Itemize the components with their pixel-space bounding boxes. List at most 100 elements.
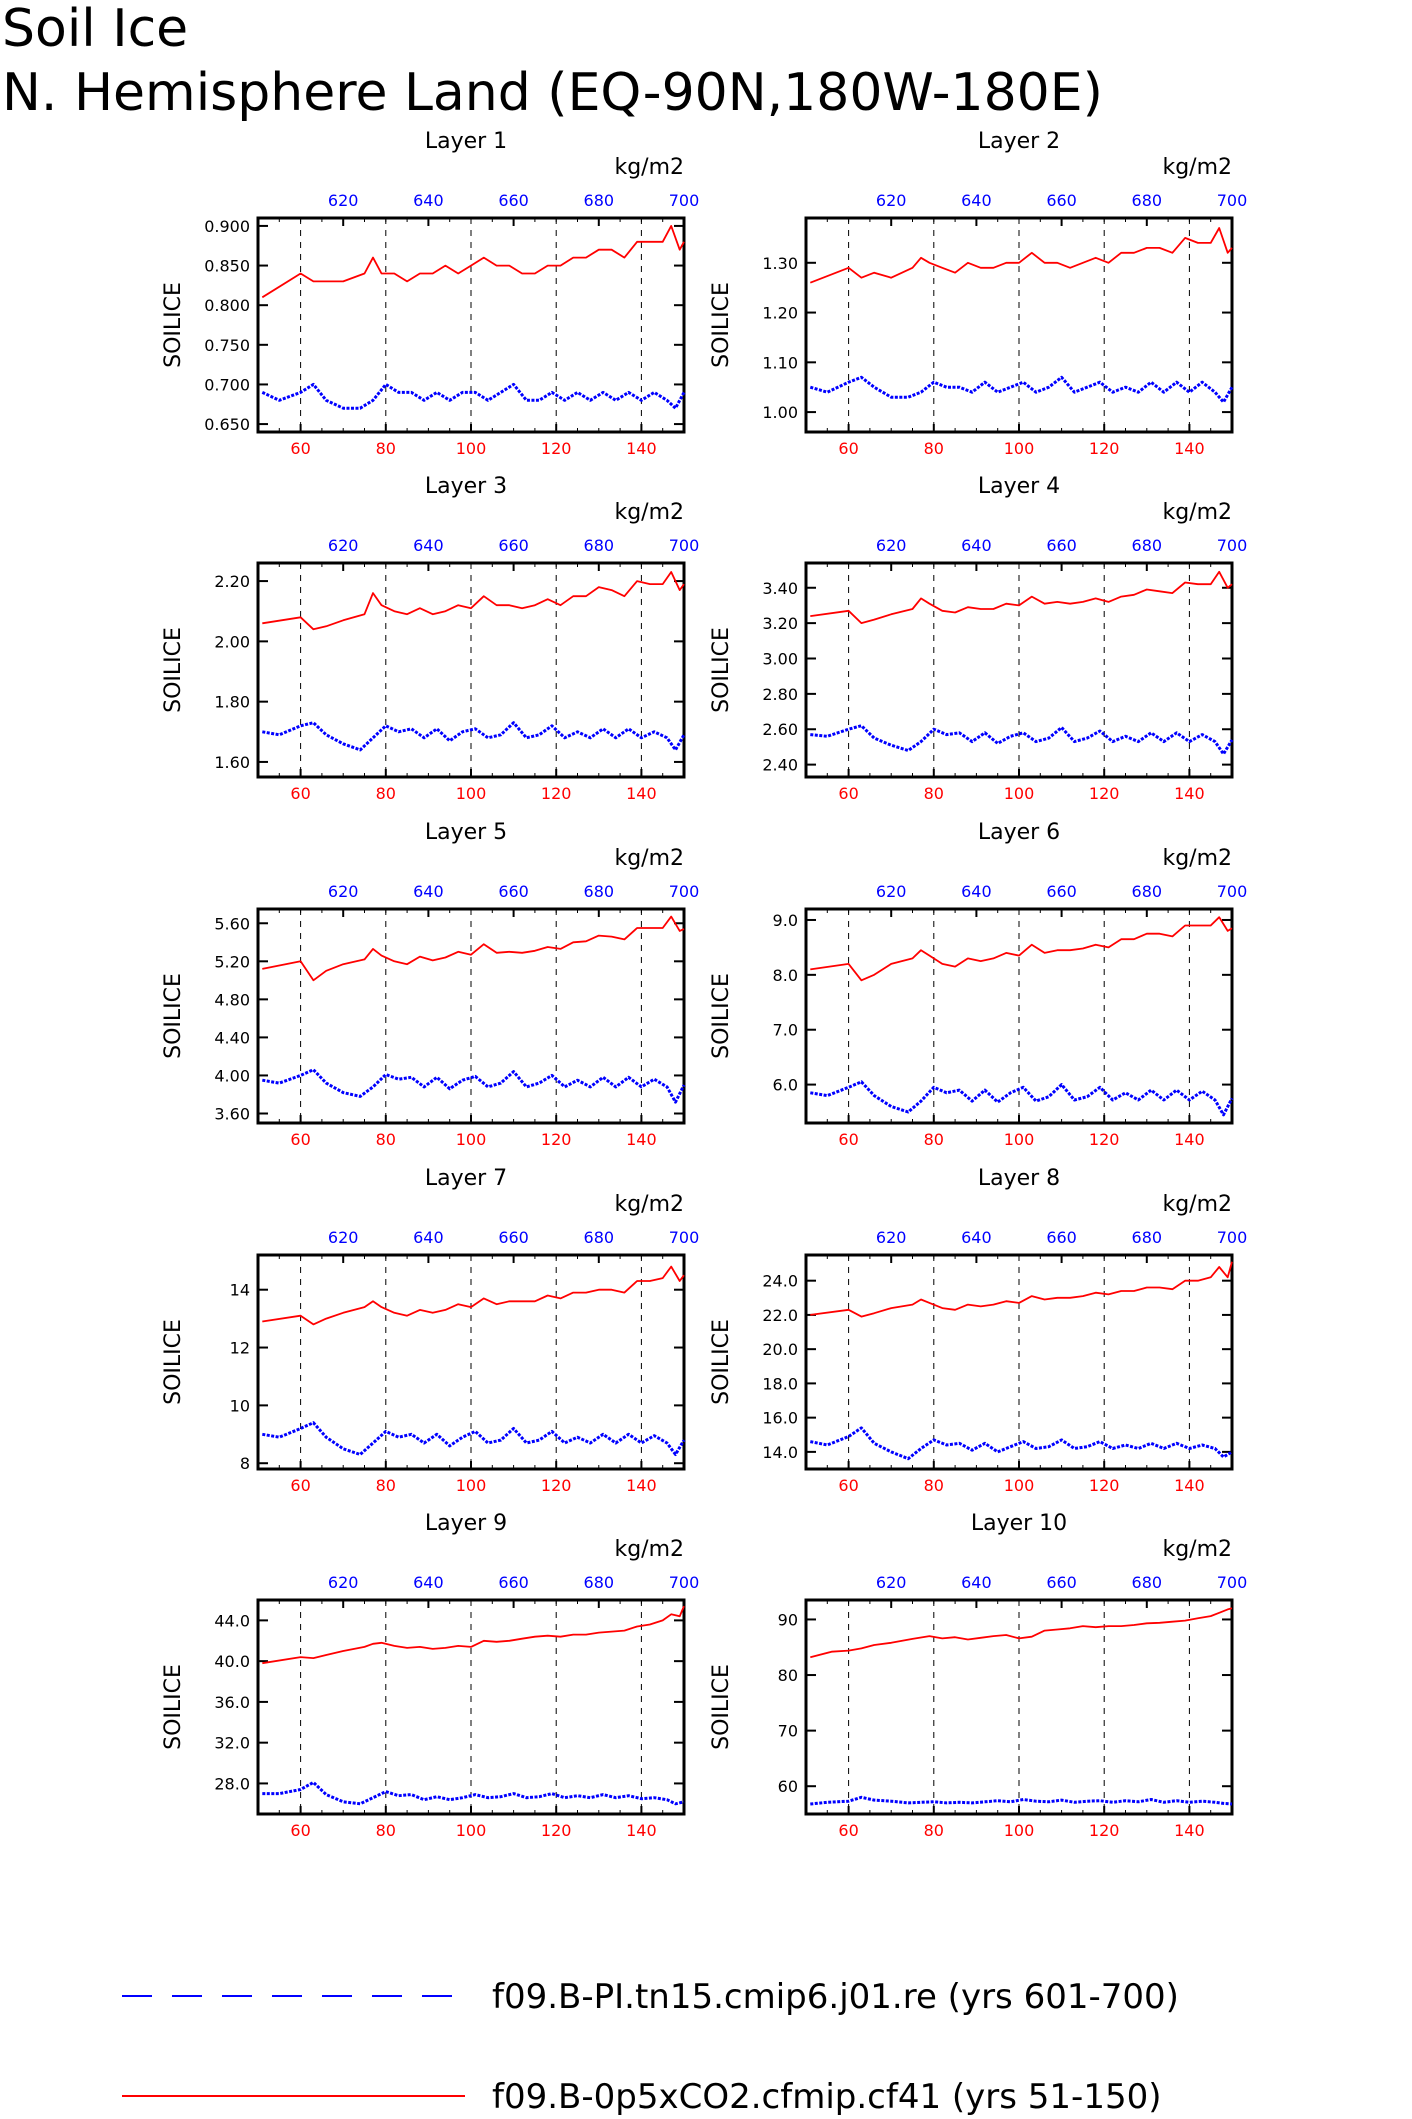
y-tick-label: 36.0 xyxy=(214,1693,250,1712)
y-tick-label: 8 xyxy=(240,1454,250,1473)
series-line-blue xyxy=(810,724,1234,756)
top-tick-label: 660 xyxy=(498,191,529,210)
top-tick-label: 700 xyxy=(669,1573,700,1592)
y-tick-label: 70 xyxy=(778,1722,798,1741)
y-tick-label: 4.00 xyxy=(214,1066,250,1085)
x-tick-label: 100 xyxy=(456,439,487,458)
top-tick-label: 660 xyxy=(498,1228,529,1247)
x-tick-label: 60 xyxy=(838,439,858,458)
x-tick-label: 100 xyxy=(1004,1821,1035,1840)
panel-title: Layer 5 xyxy=(425,820,507,845)
x-tick-label: 80 xyxy=(924,1130,944,1149)
unit-label: kg/m2 xyxy=(1162,500,1232,525)
y-tick-label: 3.40 xyxy=(762,579,798,598)
y-tick-label: 14.0 xyxy=(762,1443,798,1462)
panel-title: Layer 1 xyxy=(425,129,507,154)
y-tick-label: 4.40 xyxy=(214,1028,250,1047)
top-tick-label: 680 xyxy=(584,536,615,555)
top-tick-label: 640 xyxy=(961,1573,992,1592)
x-tick-label: 140 xyxy=(1174,784,1205,803)
panel-2: Layer 2 kg/m2 SOILICE 60 80 100 120 140 620 640 66… xyxy=(709,129,1247,458)
series-line-blue xyxy=(809,375,1234,404)
top-tick-label: 640 xyxy=(413,1228,444,1247)
panel-title: Layer 9 xyxy=(425,1511,507,1536)
y-axis-label: SOILICE xyxy=(709,973,734,1059)
y-tick-label: 6.0 xyxy=(773,1076,798,1095)
y-tick-label: 0.800 xyxy=(204,296,250,315)
series-line-red xyxy=(262,571,685,631)
y-tick-label: 0.750 xyxy=(204,336,250,355)
top-tick-label: 640 xyxy=(961,536,992,555)
x-tick-label: 60 xyxy=(838,1821,858,1840)
x-tick-label: 120 xyxy=(1089,784,1120,803)
top-tick-label: 680 xyxy=(1132,536,1163,555)
top-tick-label: 680 xyxy=(584,191,615,210)
panel-9: Layer 9 kg/m2 SOILICE 60 80 100 120 140 620 640 66… xyxy=(161,1511,699,1840)
x-tick-label: 140 xyxy=(626,784,657,803)
y-axis-label: SOILICE xyxy=(161,1664,186,1750)
y-axis-label: SOILICE xyxy=(709,282,734,368)
legend: f09.B-PI.tn15.cmip6.j01.re (yrs 601-700)… xyxy=(122,1977,1179,2117)
top-tick-label: 620 xyxy=(876,191,907,210)
top-tick-label: 660 xyxy=(1046,536,1077,555)
x-tick-label: 60 xyxy=(290,1821,310,1840)
top-tick-label: 680 xyxy=(1132,1573,1163,1592)
series-line-red xyxy=(809,227,1233,284)
panel-4: Layer 4 kg/m2 SOILICE 60 80 100 120 140 620 640 66… xyxy=(709,474,1247,803)
top-tick-label: 700 xyxy=(1217,1573,1248,1592)
x-tick-label: 60 xyxy=(290,784,310,803)
top-tick-label: 680 xyxy=(1132,191,1163,210)
x-tick-label: 120 xyxy=(1089,1821,1120,1840)
top-tick-label: 620 xyxy=(876,536,907,555)
unit-label: kg/m2 xyxy=(1162,846,1232,871)
x-tick-label: 100 xyxy=(1004,784,1035,803)
top-tick-label: 700 xyxy=(669,191,700,210)
x-tick-label: 100 xyxy=(1004,1130,1035,1149)
x-tick-label: 80 xyxy=(376,1130,396,1149)
x-tick-label: 140 xyxy=(626,439,657,458)
x-tick-label: 140 xyxy=(626,1476,657,1495)
y-tick-label: 14 xyxy=(230,1281,250,1300)
y-tick-label: 5.60 xyxy=(214,914,250,933)
top-tick-label: 680 xyxy=(584,882,615,901)
x-tick-label: 60 xyxy=(838,1130,858,1149)
x-tick-label: 140 xyxy=(1174,439,1205,458)
y-tick-label: 1.20 xyxy=(762,304,798,323)
unit-label: kg/m2 xyxy=(614,846,684,871)
x-tick-label: 140 xyxy=(1174,1130,1205,1149)
x-tick-label: 120 xyxy=(1089,1476,1120,1495)
y-tick-label: 90 xyxy=(778,1610,798,1629)
x-tick-label: 80 xyxy=(924,784,944,803)
series-line-red xyxy=(262,1605,685,1665)
x-tick-label: 140 xyxy=(1174,1476,1205,1495)
panel-3: Layer 3 kg/m2 SOILICE 60 80 100 120 140 620 640 66… xyxy=(161,474,699,803)
top-tick-label: 680 xyxy=(1132,1228,1163,1247)
y-tick-label: 12 xyxy=(230,1339,250,1358)
legend-label-blue: f09.B-PI.tn15.cmip6.j01.re (yrs 601-700) xyxy=(492,1977,1179,2017)
series-line-red xyxy=(262,915,685,982)
y-axis-label: SOILICE xyxy=(161,973,186,1059)
x-tick-label: 120 xyxy=(1089,439,1120,458)
y-tick-label: 10 xyxy=(230,1396,250,1415)
y-tick-label: 8.0 xyxy=(773,966,798,985)
series-line-blue xyxy=(262,1780,685,1806)
x-tick-label: 80 xyxy=(924,439,944,458)
x-tick-label: 60 xyxy=(290,1130,310,1149)
x-tick-label: 120 xyxy=(541,439,572,458)
panel-title: Layer 7 xyxy=(425,1166,507,1191)
top-tick-label: 620 xyxy=(328,536,359,555)
unit-label: kg/m2 xyxy=(614,1537,684,1562)
series-line-blue xyxy=(261,382,686,410)
x-tick-label: 100 xyxy=(456,784,487,803)
series-line-red xyxy=(810,570,1233,624)
top-tick-label: 640 xyxy=(961,1228,992,1247)
x-tick-label: 100 xyxy=(1004,1476,1035,1495)
y-tick-label: 60 xyxy=(778,1777,798,1796)
figure-title-line-1: Soil Ice xyxy=(2,0,188,59)
y-tick-label: 7.0 xyxy=(773,1021,798,1040)
y-tick-label: 20.0 xyxy=(762,1340,798,1359)
unit-label: kg/m2 xyxy=(1162,155,1232,180)
y-tick-label: 28.0 xyxy=(214,1774,250,1793)
x-tick-label: 60 xyxy=(290,1476,310,1495)
